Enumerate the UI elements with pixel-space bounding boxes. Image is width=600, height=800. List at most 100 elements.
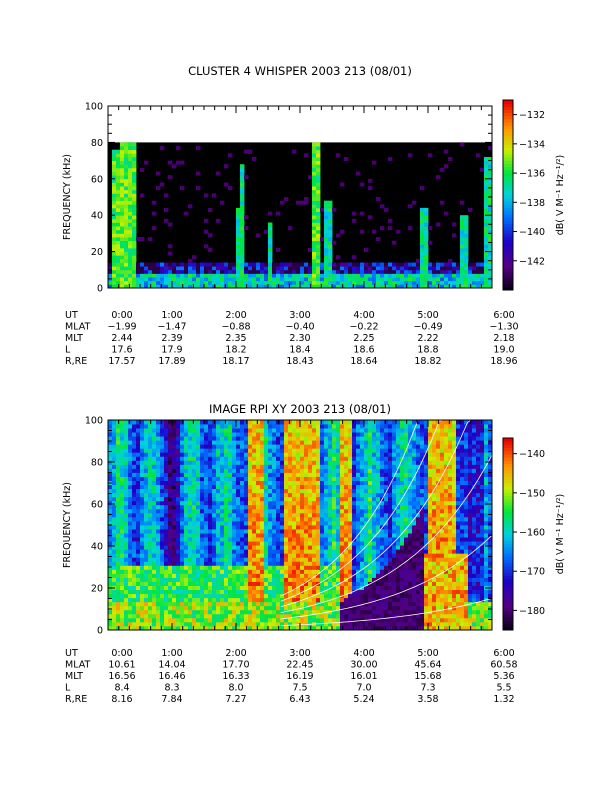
spectrogram-cell [264,269,269,274]
spectrogram-cell [176,284,181,289]
spectrogram-cell [208,444,213,449]
spectrogram-cell [228,440,233,445]
spectrogram-cell [180,460,185,465]
spectrogram-cell [316,262,321,267]
spectrogram-cell [428,153,433,158]
spectrogram-cell [276,247,281,252]
spectrogram-cell [148,424,153,429]
spectrogram-cell [176,266,181,271]
spectrogram-cell [152,508,157,514]
spectrogram-cell [116,464,121,469]
spectrogram-cell [124,175,129,180]
spectrogram-cell [448,269,453,274]
spectrogram-cell [332,520,337,526]
spectrogram-cell [316,484,321,490]
spectrogram-cell [300,436,305,441]
spectrogram-cell [292,561,297,566]
spectrogram-cell [324,200,329,205]
spectrogram-cell [288,266,293,271]
spectrogram-cell [316,424,321,429]
spectrogram-cell [224,262,229,267]
spectrogram-cell [204,464,209,469]
spectrogram-cell [316,508,321,514]
spectrogram-cell [236,553,241,558]
spectrogram-cell [296,617,301,623]
spectrogram-cell [200,512,205,518]
spectrogram-cell [120,464,125,469]
spectrogram-cell [228,472,233,477]
spectrogram-cell [184,609,189,615]
spectrogram-cell [224,625,229,631]
spectrogram-cell [344,601,349,607]
spectrogram-cell [316,577,321,582]
spectrogram-cell [488,266,493,271]
spectrogram-cell [144,277,149,282]
spectrogram-cell [220,516,225,522]
spectrogram-cell [240,197,245,202]
spectrogram-cell [240,215,245,220]
spectrogram-cell [184,545,189,550]
spectrogram-cell [120,557,125,562]
spectrogram-cell [168,464,173,469]
spectrogram-cell [216,492,221,498]
spectrogram-cell [156,266,161,271]
spectrogram-cell [168,504,173,510]
spectrogram-cell [152,589,157,595]
spectrogram-cell [368,525,373,530]
spectrogram-cell [132,621,137,627]
spectrogram-cell [268,533,273,538]
spectrogram-cell [152,557,157,562]
spectrogram-cell [288,440,293,445]
spectrogram-cell [460,222,465,227]
spectrogram-cell [192,456,197,461]
spectrogram-cell [116,561,121,566]
spectrogram-cell [152,476,157,481]
spectrogram-cell [488,226,493,231]
spectrogram-cell [476,266,481,271]
spectrogram-cell [120,525,125,530]
spectrogram-cell [284,605,289,611]
spectrogram-cell [116,178,121,183]
spectrogram-cell [116,237,121,242]
spectrogram-cell [308,269,313,274]
spectrogram-cell [132,512,137,518]
spectrogram-cell [280,545,285,550]
spectrogram-cell [200,448,205,453]
spectrogram-cell [360,480,365,486]
spectrogram-cell [168,609,173,615]
spectrogram-cell [120,182,125,187]
spectrogram-cell [144,273,149,278]
spectrogram-cell [268,545,273,550]
spectrogram-cell [348,617,353,623]
spectrogram-cell [280,573,285,578]
spectrogram-cell [312,553,317,558]
spectrogram-cell [296,476,301,481]
spectrogram-cell [232,605,237,611]
spectrogram-cell [364,512,369,518]
spectrogram-cell [260,269,265,274]
spectrogram-cell [196,464,201,469]
spectrogram-cell [148,448,153,453]
spectrogram-cell [136,585,141,591]
spectrogram-cell [424,237,429,242]
spectrogram-cell [356,420,361,425]
spectrogram-cell [108,444,113,449]
spectrogram-cell [220,468,225,473]
spectrogram-cell [232,432,237,437]
spectrogram-cell [128,472,133,477]
spectrogram-cell [264,605,269,611]
spectrogram-cell [288,565,293,570]
spectrogram-cell [180,512,185,518]
spectrogram-cell [208,277,213,282]
spectrogram-cell [196,440,201,445]
spectrogram-cell [112,452,117,457]
spectrogram-cell [300,484,305,490]
spectrogram-cell [204,525,209,530]
spectrogram-cell [360,601,365,607]
spectrogram-cell [132,204,137,209]
spectrogram-cell [268,448,273,453]
spectrogram-cell [284,432,289,437]
spectrogram-cell [212,593,217,599]
spectrogram-cell [252,266,257,271]
spectrogram-cell [224,589,229,595]
